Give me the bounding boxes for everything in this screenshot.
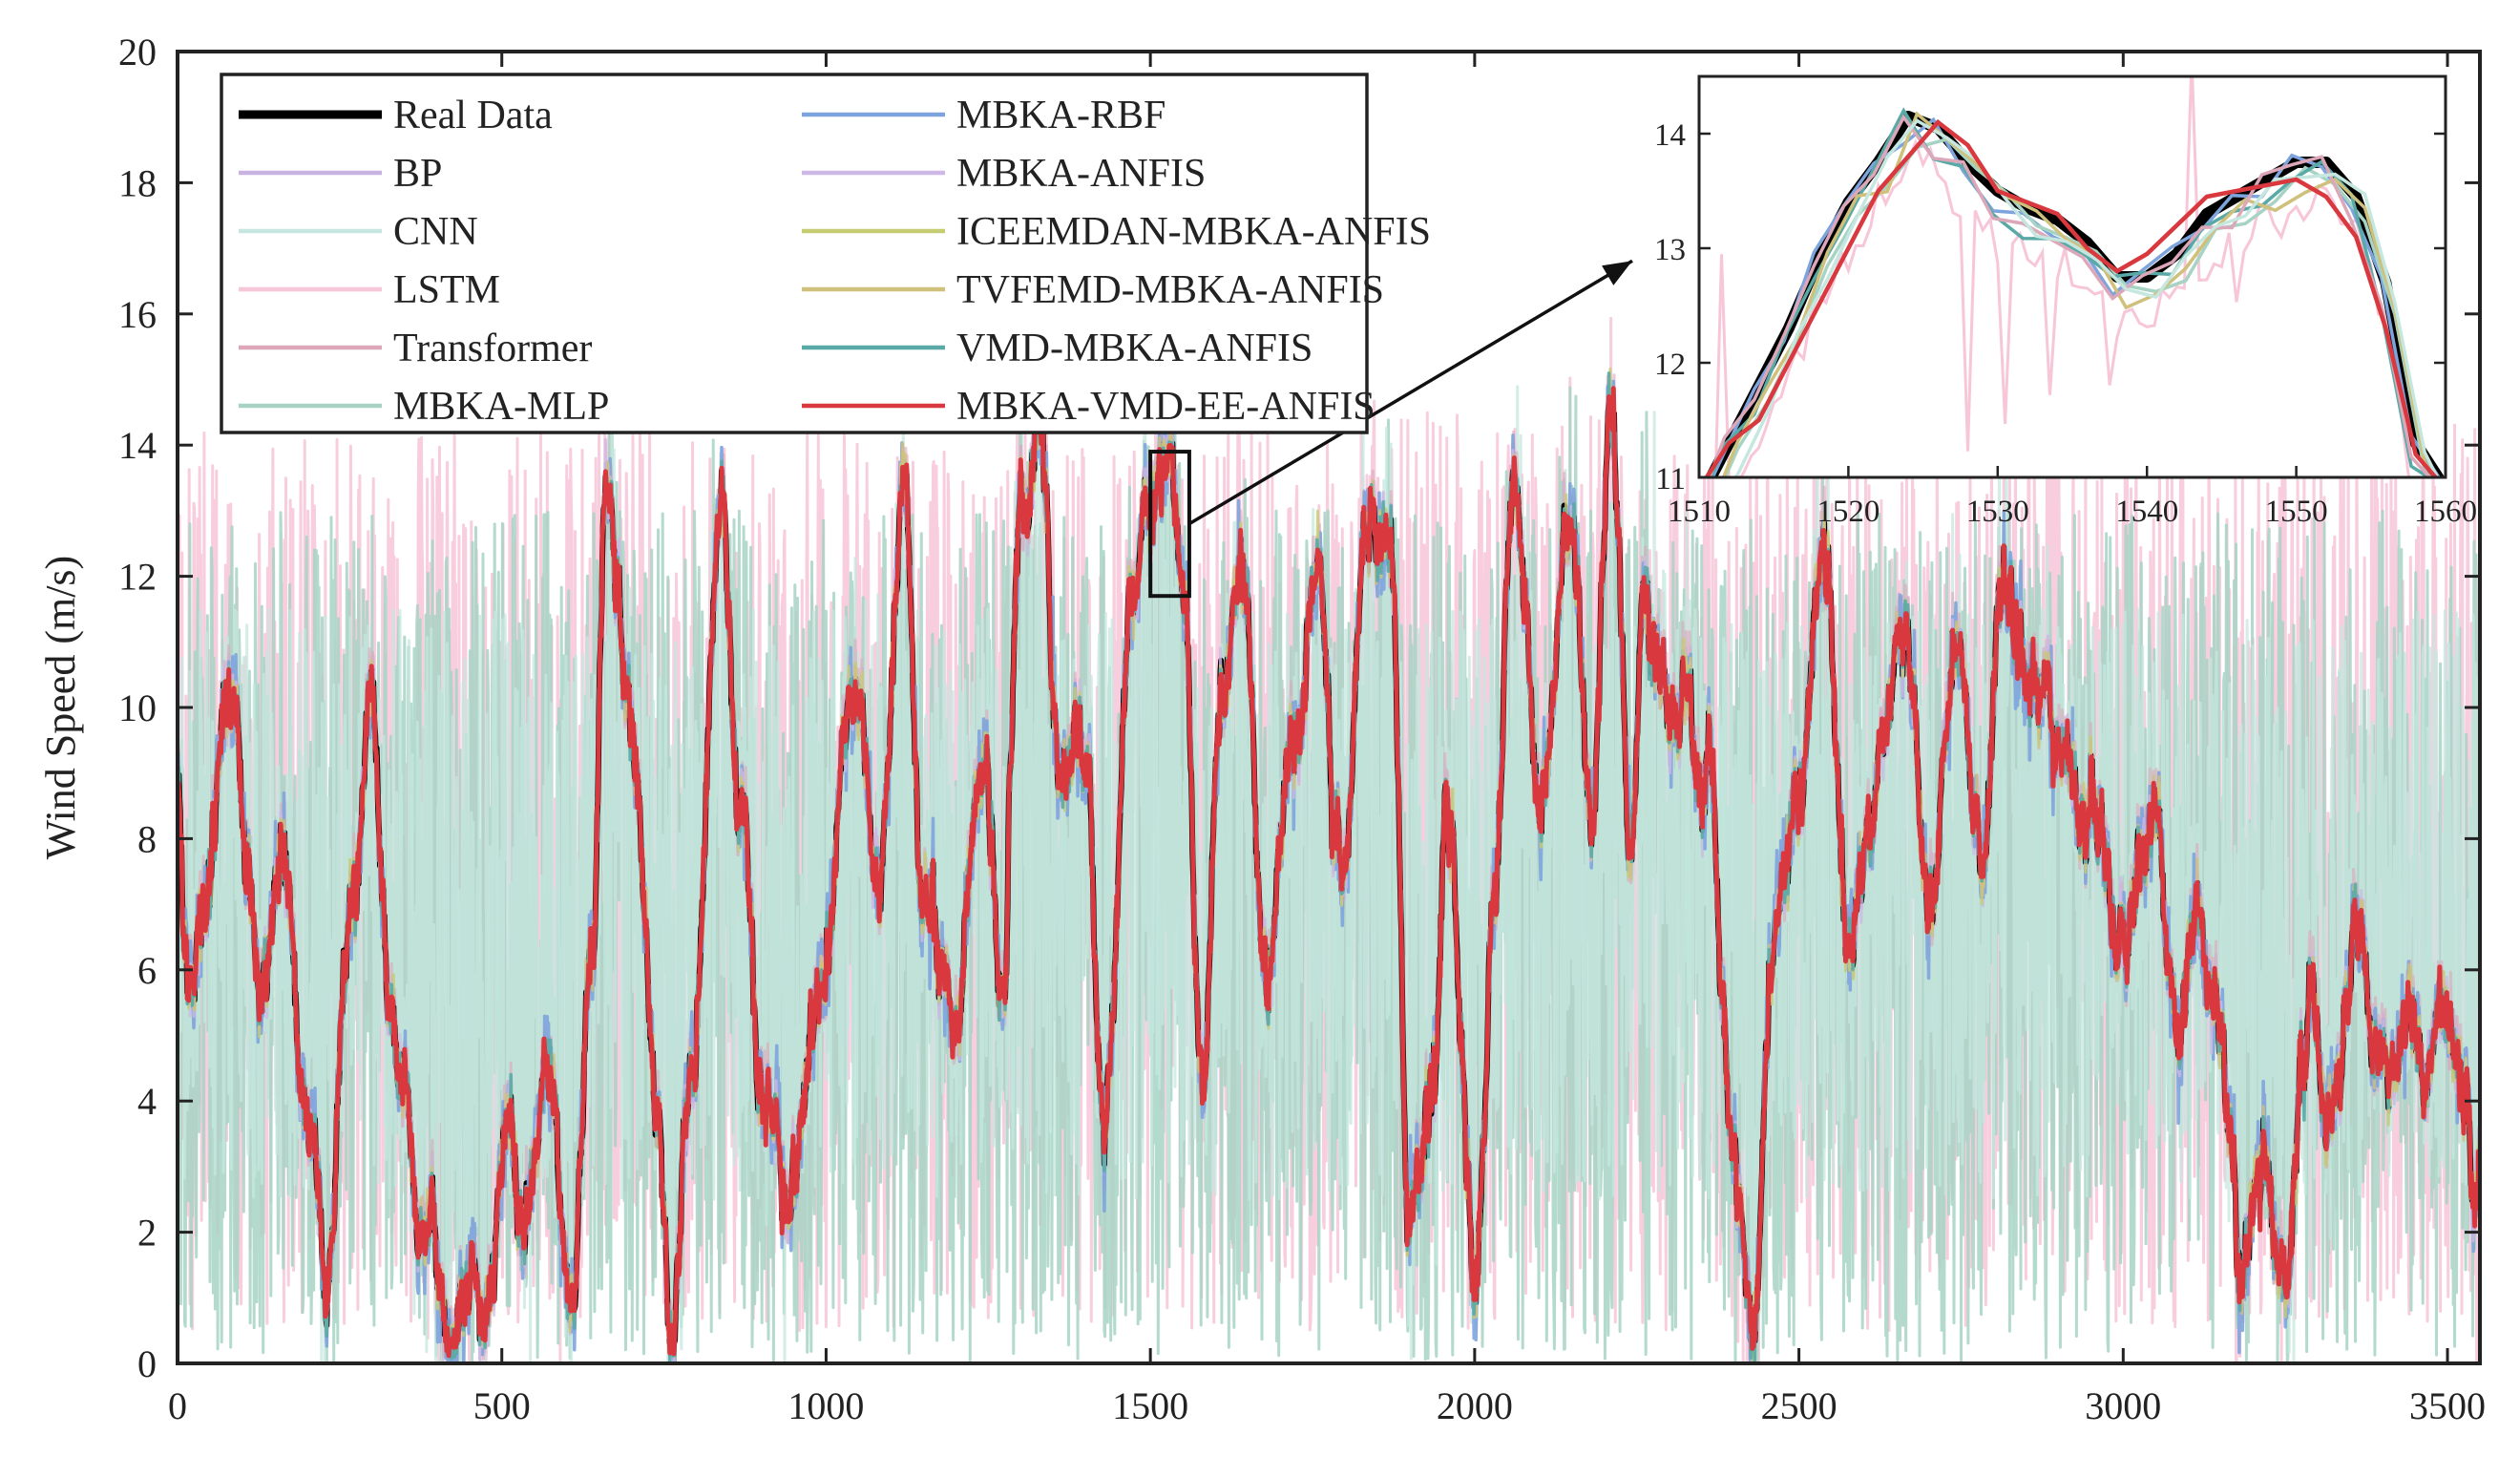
legend-label: Transformer <box>393 327 592 370</box>
inset-series-transformer <box>1707 114 2432 477</box>
inset-y-tick-label: 13 <box>1654 233 1686 267</box>
x-tick-label: 0 <box>168 1384 187 1427</box>
y-tick-label: 16 <box>118 293 157 336</box>
legend-label: MBKA-ANFIS <box>956 152 1206 196</box>
legend-item: VMD-MBKA-ANFIS <box>802 327 1312 370</box>
inset-x-tick-label: 1540 <box>2115 495 2178 529</box>
y-axis-title: Wind Speed (m/s) <box>37 556 84 859</box>
legend-item: MBKA-VMD-EE-ANFIS <box>802 385 1376 429</box>
y-tick-label: 20 <box>118 31 157 74</box>
inset-x-tick-label: 1510 <box>1668 495 1731 529</box>
y-tick-label: 2 <box>137 1212 157 1255</box>
legend-item: MBKA-RBF <box>802 94 1166 137</box>
series-mbka-mlp <box>178 237 2480 1363</box>
legend-label: MBKA-MLP <box>393 385 609 429</box>
x-tick-label: 1500 <box>1112 1384 1188 1427</box>
legend-item: Transformer <box>239 327 592 370</box>
inset-series-vmd-mbka-anfis <box>1709 107 2432 477</box>
zoom-annotation <box>1148 259 1633 599</box>
inset-chart: 1510 1520 1530 1540 1550 1560 11 12 13 14 <box>1654 74 2477 529</box>
series-mbka-vmd-ee-anfis <box>178 386 2480 1359</box>
legend-box <box>220 73 1369 434</box>
y-tick-label: 12 <box>118 556 157 599</box>
x-tick-label: 1000 <box>788 1384 864 1427</box>
x-tick-label: 3000 <box>2085 1384 2161 1427</box>
main-series-layer <box>178 237 2480 1363</box>
legend-item: LSTM <box>239 268 500 312</box>
inset-x-tick-label: 1520 <box>1816 495 1880 529</box>
inset-x-tick-label: 1530 <box>1966 495 2029 529</box>
inset-series-cnn <box>1732 118 2440 477</box>
legend-label: LSTM <box>393 268 500 312</box>
legend-item: BP <box>239 152 442 196</box>
legend-label: MBKA-VMD-EE-ANFIS <box>956 385 1376 429</box>
inset-x-tick-label: 1550 <box>2265 495 2328 529</box>
inset-y-tick-label: 14 <box>1654 118 1686 153</box>
y-tick-label: 18 <box>118 161 157 204</box>
y-tick-label: 8 <box>137 817 157 860</box>
y-tick-label: 6 <box>137 949 157 992</box>
y-tick-label: 10 <box>118 686 157 729</box>
x-tick-label: 3500 <box>2409 1384 2486 1427</box>
zoom-arrow-line <box>1188 259 1633 526</box>
inset-y-tick-label: 11 <box>1655 462 1686 496</box>
legend-item: MBKA-MLP <box>239 385 609 429</box>
x-tick-label: 2000 <box>1437 1384 1513 1427</box>
legend-label: VMD-MBKA-ANFIS <box>956 327 1312 370</box>
y-tick-label: 0 <box>137 1342 157 1385</box>
legend-label: Real Data <box>393 94 553 137</box>
legend-label: TVFEMD-MBKA-ANFIS <box>956 268 1384 312</box>
inset-frame <box>1697 74 2447 479</box>
inset-x-tick-label: 1560 <box>2414 495 2477 529</box>
x-tick-label: 2500 <box>1761 1384 1838 1427</box>
legend-item: Real Data <box>239 94 553 137</box>
legend-item: ICEEMDAN-MBKA-ANFIS <box>802 210 1431 254</box>
legend-label: CNN <box>393 210 478 254</box>
legend-label: BP <box>393 152 442 196</box>
inset-y-tick-label: 12 <box>1654 348 1686 382</box>
inset-series-tvfemd-mbka-anfis <box>1721 111 2437 477</box>
legend-item: MBKA-ANFIS <box>802 152 1206 196</box>
inset-series-layer <box>1704 76 2446 477</box>
legend-item: TVFEMD-MBKA-ANFIS <box>802 268 1384 312</box>
zoom-arrow-head <box>1602 261 1632 285</box>
inset-series-mbka-vmd-ee-anfis <box>1704 118 2439 477</box>
y-tick-label: 14 <box>118 424 157 467</box>
x-tick-label: 500 <box>473 1384 531 1427</box>
y-tick-label: 4 <box>137 1080 157 1123</box>
main-ticks: 0 500 1000 1500 2000 2500 3000 3500024681012141… <box>118 31 2486 1427</box>
legend-item: CNN <box>239 210 478 254</box>
legend-label: ICEEMDAN-MBKA-ANFIS <box>956 210 1431 254</box>
legend: Real Data BP CNN LSTM Transformer MBKA-MLP MBK… <box>220 73 1431 434</box>
legend-label: MBKA-RBF <box>956 94 1166 137</box>
